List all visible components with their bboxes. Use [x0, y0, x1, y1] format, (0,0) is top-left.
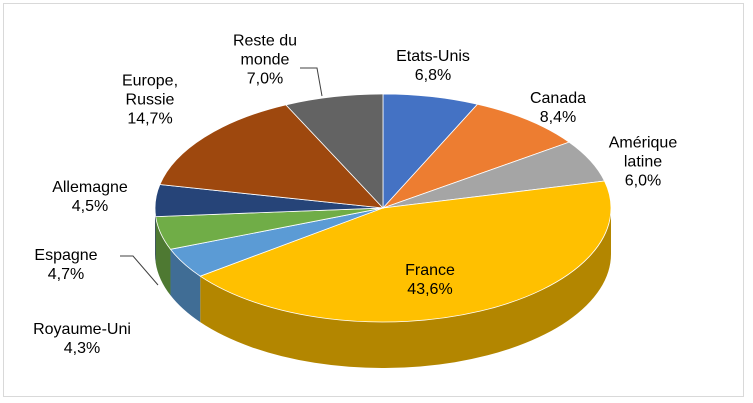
- data-label: Reste du monde 7,0%: [219, 32, 311, 89]
- value-label: 6,0%: [624, 172, 662, 190]
- value-label: 4,3%: [63, 340, 101, 357]
- data-label: Amérique latine 6,0%: [597, 134, 689, 191]
- category-label: Allemagne: [52, 179, 128, 196]
- data-label: France 43,6%: [405, 261, 455, 299]
- leader-line: [300, 67, 323, 97]
- category-label: Etats-Unis: [396, 48, 470, 65]
- value-label: 8,4%: [539, 109, 577, 126]
- pie-sides: [155, 208, 611, 369]
- data-label: Etats-Unis 6,8%: [396, 47, 470, 85]
- value-label: 6,8%: [414, 67, 452, 84]
- data-label: Allemagne 4,5%: [52, 178, 128, 216]
- slice: [382, 103, 570, 209]
- category-label: Europe, Russie: [121, 72, 179, 109]
- value-label: 7,0%: [246, 70, 284, 88]
- value-label: 43,6%: [407, 281, 453, 298]
- data-label: Canada 8,4%: [530, 89, 586, 127]
- leader-line: [120, 255, 159, 286]
- slice-side: [155, 216, 171, 296]
- pie-tops: [154, 93, 612, 323]
- data-label: Royaume-Uni 4,3%: [33, 320, 131, 358]
- slice-side: [170, 249, 201, 323]
- slice-side: [155, 208, 156, 263]
- slice-side: [200, 208, 611, 369]
- category-label: Espagne: [34, 247, 98, 264]
- slice: [285, 93, 384, 210]
- data-label: Espagne 4,7%: [34, 246, 97, 284]
- category-label: Reste du monde: [232, 32, 298, 69]
- slice: [199, 180, 612, 323]
- value-label: 14,7%: [127, 110, 173, 128]
- category-label: Amérique latine: [608, 134, 678, 171]
- value-label: 4,5%: [71, 198, 109, 215]
- value-label: 4,7%: [47, 266, 85, 283]
- chart-border: [3, 3, 744, 397]
- category-label: Royaume-Uni: [33, 321, 131, 338]
- category-label: Canada: [529, 90, 587, 107]
- data-label: Europe, Russie 14,7%: [104, 72, 196, 129]
- category-label: France: [405, 262, 455, 279]
- slice: [159, 104, 385, 209]
